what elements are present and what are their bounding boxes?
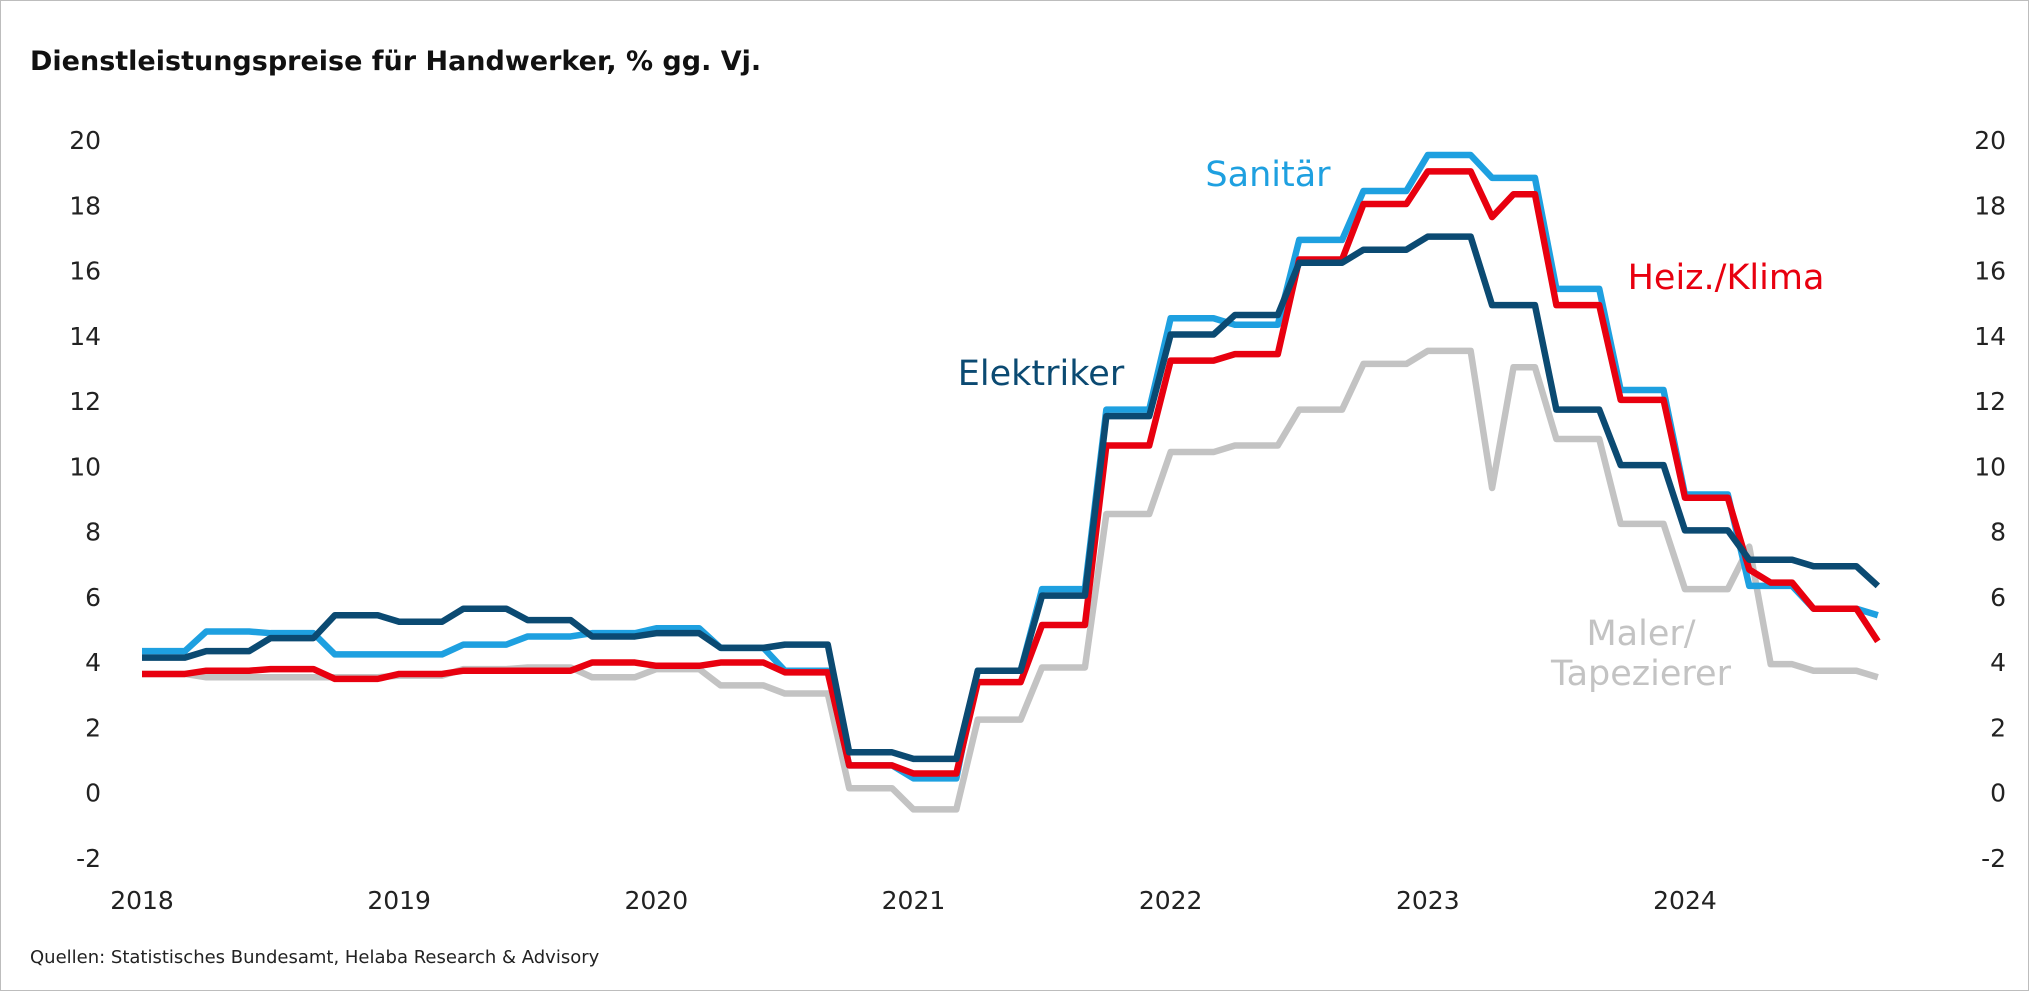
source-note: Quellen: Statistisches Bundesamt, Helaba… [30,947,600,968]
x-tick-label: 2024 [1653,886,1717,915]
y2-tick-label: 2 [1990,713,2006,742]
y-tick-label: 4 [85,648,101,677]
x-tick-label: 2023 [1396,886,1460,915]
series-line [142,233,1881,763]
series-label: Elektriker [957,354,1125,394]
y-tick-label: 2 [85,713,101,742]
y2-tick-label: 12 [1974,387,2006,416]
y2-tick-label: 18 [1974,191,2006,220]
series-label: Sanitär [1205,155,1331,195]
chart-title: Dienstleistungspreise für Handwerker, % … [30,46,762,77]
y-tick-label: 14 [69,322,101,351]
y-tick-label: 20 [69,126,101,155]
y2-tick-label: -2 [1981,844,2006,873]
y2-tick-label: 4 [1990,648,2006,677]
y-tick-label: 10 [69,452,101,481]
x-tick-label: 2018 [110,886,174,915]
y2-tick-label: 10 [1974,452,2006,481]
x-tick-label: 2021 [882,886,946,915]
x-tick-label: 2020 [625,886,689,915]
y2-tick-label: 14 [1974,322,2006,351]
y2-tick-label: 0 [1990,779,2006,808]
y-tick-label: 6 [85,583,101,612]
x-tick-label: 2022 [1139,886,1203,915]
y-tick-label: 16 [69,257,101,286]
series-label: Maler/ Tapezierer [1551,614,1731,694]
y-tick-label: 8 [85,518,101,547]
series-line [142,168,1881,777]
y-tick-label: 12 [69,387,101,416]
x-tick-label: 2019 [367,886,431,915]
y2-tick-label: 6 [1990,583,2006,612]
series-label: Heiz./Klima [1627,258,1825,298]
series-line [142,347,1879,813]
y-tick-label: 0 [85,779,101,808]
y-tick-label: -2 [76,844,101,873]
y2-tick-label: 20 [1974,126,2006,155]
y2-tick-label: 8 [1990,518,2006,547]
y-tick-label: 18 [69,191,101,220]
y2-tick-label: 16 [1974,257,2006,286]
